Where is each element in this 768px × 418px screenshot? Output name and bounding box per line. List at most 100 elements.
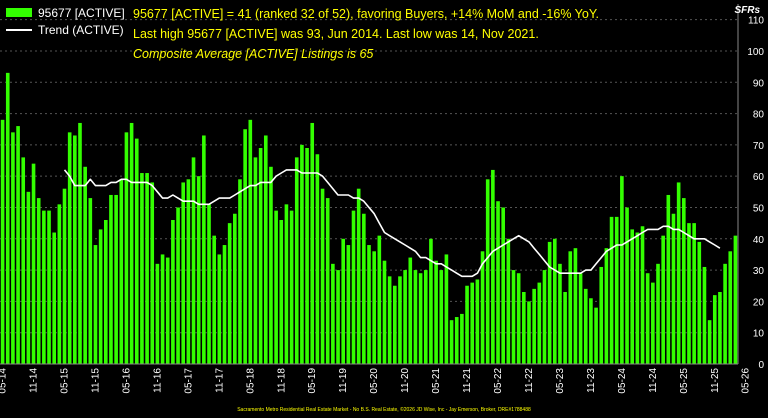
- bar: [42, 210, 46, 364]
- x-tick-label: 11-23: [586, 368, 597, 393]
- x-axis: 05-14 11-14 05-15 11-15 05-16 11-16 05-17 11-17…: [0, 363, 752, 394]
- bar: [527, 301, 531, 364]
- bar: [718, 292, 722, 364]
- legend-swatch-trend: [6, 28, 32, 31]
- bar: [0, 119, 5, 365]
- bar: [341, 238, 346, 364]
- x-tick-label: 05-17: [183, 368, 194, 394]
- y-tick-label: 20: [753, 297, 765, 308]
- bar: [145, 173, 149, 364]
- bar: [274, 210, 278, 364]
- bar: [480, 251, 485, 364]
- x-tick-label: 05-26: [741, 368, 752, 394]
- bar: [212, 235, 216, 364]
- bar: [542, 270, 547, 364]
- bar: [578, 273, 583, 364]
- y-tick-label: 40: [753, 235, 765, 246]
- bar: [429, 238, 433, 364]
- bar: [11, 132, 15, 364]
- x-tick-label: 05-19: [307, 368, 318, 394]
- x-tick-label: 11-22: [524, 368, 535, 393]
- bar: [367, 245, 371, 364]
- bar: [506, 238, 511, 364]
- bar: [568, 251, 573, 364]
- bar: [155, 263, 160, 364]
- bar: [651, 282, 655, 364]
- bar: [475, 279, 480, 364]
- bar: [57, 204, 62, 364]
- bar: [728, 251, 733, 364]
- bar: [207, 204, 211, 364]
- bar: [31, 163, 36, 364]
- bar: [346, 245, 351, 364]
- trend-line: [63, 169, 721, 278]
- bar: [377, 235, 382, 364]
- bar: [723, 263, 727, 364]
- bar: [594, 307, 598, 364]
- bar: [403, 270, 407, 364]
- bar: [454, 317, 459, 364]
- bar: [310, 122, 315, 365]
- bar: [666, 194, 671, 364]
- x-tick-label: 11-16: [152, 368, 163, 393]
- bar: [279, 220, 284, 364]
- bar: [258, 148, 263, 364]
- bar: [640, 226, 645, 364]
- y-tick-label: 100: [747, 47, 764, 58]
- bar: [589, 298, 593, 364]
- bar: [336, 270, 340, 364]
- x-tick-label: 05-22: [493, 368, 504, 394]
- bar: [78, 122, 82, 365]
- bar: [372, 251, 376, 364]
- bar: [165, 257, 170, 364]
- bar: [351, 210, 356, 364]
- x-tick-label: 11-21: [462, 368, 473, 393]
- y-tick-label: 30: [753, 266, 765, 277]
- bar: [712, 295, 717, 364]
- x-tick-label: 05-24: [617, 368, 628, 394]
- x-tick-label: 05-23: [555, 368, 566, 394]
- x-tick-label: 11-15: [91, 368, 102, 393]
- x-tick-label: 05-15: [60, 368, 71, 394]
- bar: [227, 223, 232, 364]
- y-tick-label: 50: [753, 203, 765, 214]
- bar: [36, 198, 41, 364]
- bar: [16, 126, 20, 364]
- bar: [537, 282, 542, 364]
- bar: [387, 276, 392, 364]
- bar: [103, 220, 108, 364]
- bar: [661, 235, 665, 364]
- legend-label-bars: 95677 [ACTIVE]: [38, 5, 125, 20]
- bar: [460, 313, 464, 364]
- bar: [160, 254, 165, 364]
- bar: [382, 260, 387, 364]
- bar: [362, 213, 366, 364]
- bar: [150, 182, 155, 364]
- bar: [356, 188, 361, 364]
- bar: [682, 198, 686, 364]
- bar: [392, 285, 397, 364]
- bar: [52, 232, 56, 364]
- y-tick-label: 110: [748, 16, 764, 27]
- bar: [625, 207, 629, 364]
- x-tick-label: 11-18: [276, 368, 287, 393]
- bar: [196, 176, 201, 364]
- x-tick-label: 05-25: [679, 368, 690, 394]
- bar: [284, 204, 289, 364]
- bar: [119, 179, 124, 364]
- x-tick-label: 05-18: [245, 368, 256, 394]
- y-tick-label: 0: [758, 360, 764, 371]
- bar: [320, 188, 325, 364]
- legend-item-bars: 95677 [ACTIVE]: [6, 4, 125, 21]
- bar: [222, 245, 227, 364]
- bar: [671, 213, 676, 364]
- trend-series: [63, 169, 721, 278]
- y-tick-label: 10: [753, 329, 765, 340]
- bar: [604, 248, 609, 364]
- bar: [253, 157, 258, 364]
- bar: [413, 270, 418, 364]
- bar: [702, 266, 707, 364]
- bar: [583, 288, 588, 364]
- bar: [26, 191, 31, 364]
- bar: [547, 241, 552, 364]
